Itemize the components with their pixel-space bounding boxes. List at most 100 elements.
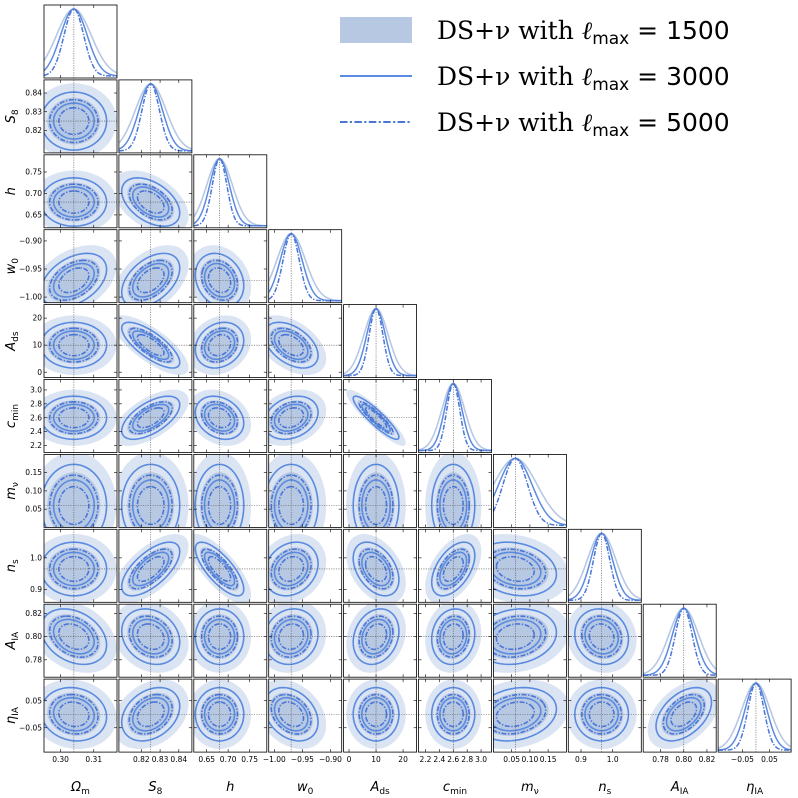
ytick-label-etaIA: −0.05 <box>19 723 42 732</box>
pdf-ns-series-2 <box>568 532 642 602</box>
contour-2sigma-w0-cmin-series-1 <box>268 395 319 441</box>
panel-frame-ns-Ads <box>343 528 418 603</box>
xtick-label-S8: 0.84 <box>170 755 187 764</box>
pdf-AIA-series-0 <box>643 607 717 675</box>
contour-2sigma-Om-ns-series-2 <box>48 548 99 590</box>
panel-cmin-S8 <box>118 379 193 453</box>
contour-2sigma-ns-AIA-series-2 <box>580 615 623 658</box>
contour-1sigma-cmin-ns-series-2 <box>442 555 464 583</box>
panel-ns-ns <box>567 528 642 603</box>
contour-1sigma-mnu-etaIA-series-2 <box>495 701 535 728</box>
contour-2sigma-h-cmin-series-1 <box>194 395 245 441</box>
contour-2sigma-Om-Ads-series-2 <box>48 327 99 363</box>
contour-2sigma-cmin-ns-series-2 <box>436 548 470 590</box>
panel-etaIA-mnu: 0.05 0.10 0.15 <box>492 678 567 764</box>
panel-frame-S8-S8 <box>118 79 193 154</box>
pdf-Om-series-1 <box>44 8 117 77</box>
contour-2sigma-S8-etaIA-series-1 <box>120 686 181 742</box>
xtick-label-AIA: 0.80 <box>675 755 692 764</box>
panel-AIA-S8 <box>118 603 193 678</box>
panel-mnu-w0 <box>268 453 343 528</box>
pdf-w0-series-0 <box>268 232 342 302</box>
contour-2sigma-mnu-etaIA-series-2 <box>493 693 547 735</box>
contour-2sigma-h-etaIA-series-1 <box>194 686 245 742</box>
contour-1sigma-Ads-etaIA-series-1 <box>361 696 392 732</box>
contour-1sigma-w0-cmin-series-1 <box>273 403 309 432</box>
contour-1sigma-h-ns-series-1 <box>203 551 236 587</box>
contour-2sigma-Om-cmin-series-2 <box>48 401 99 435</box>
contour-1sigma-mnu-etaIA-series-1 <box>493 696 542 732</box>
xtick-label-cmin: 2.2 <box>419 755 431 764</box>
pdf-mnu-series-0 <box>493 457 567 522</box>
panel-cmin-w0 <box>268 379 343 453</box>
panel-h-S8 <box>118 154 193 229</box>
legend: DS+ν with ℓmax = 1500 DS+ν with ℓmax = 30… <box>340 16 730 141</box>
ytick-label-Ads: 10 <box>32 341 42 350</box>
xtick-label-S8: 0.82 <box>133 755 150 764</box>
contour-2sigma-S8-etaIA-series-2 <box>128 693 173 735</box>
contour-1sigma-S8-AIA-series-1 <box>131 618 170 655</box>
panel-mnu-S8 <box>118 453 193 528</box>
contour-2sigma-S8-Ads-series-1 <box>120 321 181 369</box>
contour-2sigma-S8-ns-series-2 <box>128 548 173 590</box>
contour-2sigma-w0-mnu-series-1 <box>268 463 319 528</box>
contour-1sigma-ns-etaIA-series-1 <box>584 696 620 732</box>
contour-1sigma-h-mnu-series-2 <box>207 485 232 526</box>
contour-1sigma-S8-etaIA-series-2 <box>136 701 165 728</box>
contour-1sigma-h-Ads-series-1 <box>203 330 236 361</box>
pdf-mnu-series-2 <box>493 457 567 527</box>
pdf-cmin-series-2 <box>418 382 492 452</box>
panel-frame-w0-S8 <box>118 229 193 304</box>
pdf-Om-series-2 <box>44 8 117 77</box>
contour-1sigma-Om-w0-series-2 <box>58 267 90 294</box>
legend-label-2: DS+ν with ℓmax = 5000 <box>437 108 730 141</box>
panel-mnu-mnu <box>492 453 567 528</box>
contour-1sigma-Om-etaIA-series-1 <box>52 696 95 732</box>
contour-2sigma-w0-AIA-series-1 <box>268 608 319 666</box>
panel-frame-Ads-S8 <box>118 304 193 379</box>
yaxis-label-S8: S8 <box>4 109 21 123</box>
panel-AIA-ns <box>567 603 642 678</box>
panel-h-Om: 0.65 0.70 0.75 <box>25 154 118 229</box>
contour-2sigma-Om-etaIA-series-2 <box>48 693 99 735</box>
contour-2sigma-S8-h-series-1 <box>120 177 181 228</box>
contour-1sigma-h-w0-series-2 <box>207 267 232 294</box>
contour-1sigma-w0-etaIA-series-2 <box>278 701 305 728</box>
ytick-label-cmin: 2.6 <box>30 413 42 422</box>
xaxis-label-S8: S8 <box>148 780 162 797</box>
contour-1sigma-h-etaIA-series-1 <box>203 696 236 732</box>
contour-1sigma-w0-ns-series-1 <box>273 551 309 587</box>
panel-etaIA-cmin: 2.2 2.4 2.6 2.8 3.0 <box>418 678 492 764</box>
contour-1sigma-h-w0-series-1 <box>203 262 236 298</box>
pdf-Ads-series-1 <box>343 307 417 377</box>
panel-grid: 0.820.830.840.650.700.75−1.00−0.95−0.900… <box>4 4 792 797</box>
panel-frame-AIA-Ads <box>343 603 418 678</box>
ytick-label-w0: −0.95 <box>19 265 42 274</box>
contour-1sigma-S8-ns-series-1 <box>131 551 170 587</box>
ytick-label-cmin: 2.8 <box>30 399 42 408</box>
xtick-label-h: 0.70 <box>220 755 237 764</box>
legend-item-2: DS+ν with ℓmax = 5000 <box>340 108 730 141</box>
contour-2sigma-w0-Ads-series-1 <box>268 321 319 369</box>
panel-AIA-Om: 0.78 0.80 0.82 <box>25 603 118 678</box>
panel-frame-cmin-Ads <box>343 379 418 453</box>
pdf-S8-series-0 <box>118 83 192 150</box>
panel-frame-AIA-cmin <box>418 603 492 678</box>
panel-cmin-h <box>193 379 268 453</box>
panel-frame-w0-Om <box>43 229 118 304</box>
contour-2sigma-Om-mnu-series-2 <box>48 474 99 528</box>
contour-2sigma-h-w0-series-1 <box>194 252 245 303</box>
panel-frame-etaIA-Ads <box>343 678 418 753</box>
contour-2sigma-S8-w0-series-1 <box>120 252 181 303</box>
contour-2sigma-w0-AIA-series-2 <box>270 615 312 658</box>
pdf-Ads-series-2 <box>343 307 417 377</box>
yaxis-label-ns: ns <box>4 559 21 572</box>
panel-frame-etaIA-etaIA <box>717 678 792 753</box>
ytick-label-S8: 0.84 <box>25 89 42 98</box>
panel-ns-Ads <box>343 528 418 603</box>
panel-frame-Om-Om <box>43 4 118 79</box>
contour-1sigma-Om-mnu-series-1 <box>52 479 95 528</box>
contour-1sigma-Om-AIA-series-2 <box>58 623 90 651</box>
yaxis-label-mnu: mν <box>4 482 21 500</box>
contour-2sigma-cmin-etaIA-series-1 <box>430 686 476 742</box>
